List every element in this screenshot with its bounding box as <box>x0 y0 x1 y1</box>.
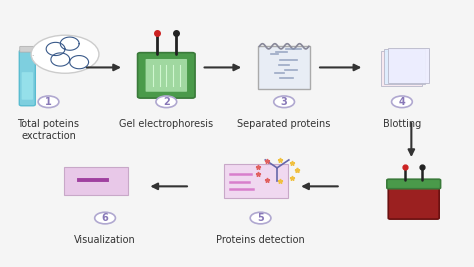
Text: 2: 2 <box>163 97 170 107</box>
Text: Separated proteins: Separated proteins <box>237 119 331 129</box>
FancyBboxPatch shape <box>146 59 187 92</box>
Text: Visualization: Visualization <box>74 235 136 245</box>
Circle shape <box>156 96 177 108</box>
Circle shape <box>392 96 412 108</box>
Text: Gel electrophoresis: Gel electrophoresis <box>119 119 213 129</box>
FancyBboxPatch shape <box>20 46 35 52</box>
Text: 1: 1 <box>45 97 52 107</box>
FancyBboxPatch shape <box>22 72 33 100</box>
Circle shape <box>274 96 294 108</box>
FancyBboxPatch shape <box>64 167 128 195</box>
Text: 6: 6 <box>102 213 109 223</box>
FancyBboxPatch shape <box>384 49 426 84</box>
Text: 4: 4 <box>399 97 405 107</box>
Circle shape <box>31 35 99 73</box>
FancyBboxPatch shape <box>224 164 288 198</box>
FancyBboxPatch shape <box>19 50 36 106</box>
Circle shape <box>38 96 59 108</box>
Circle shape <box>95 212 116 224</box>
FancyBboxPatch shape <box>388 48 429 83</box>
Text: Proteins detection: Proteins detection <box>216 235 305 245</box>
Text: Blotting: Blotting <box>383 119 421 129</box>
Text: 5: 5 <box>257 213 264 223</box>
FancyBboxPatch shape <box>137 53 195 98</box>
FancyBboxPatch shape <box>381 51 422 86</box>
Text: Total poteins
exctraction: Total poteins exctraction <box>18 119 80 140</box>
FancyBboxPatch shape <box>387 179 440 189</box>
Circle shape <box>250 212 271 224</box>
FancyBboxPatch shape <box>388 185 439 219</box>
FancyBboxPatch shape <box>258 46 310 89</box>
Text: 3: 3 <box>281 97 288 107</box>
